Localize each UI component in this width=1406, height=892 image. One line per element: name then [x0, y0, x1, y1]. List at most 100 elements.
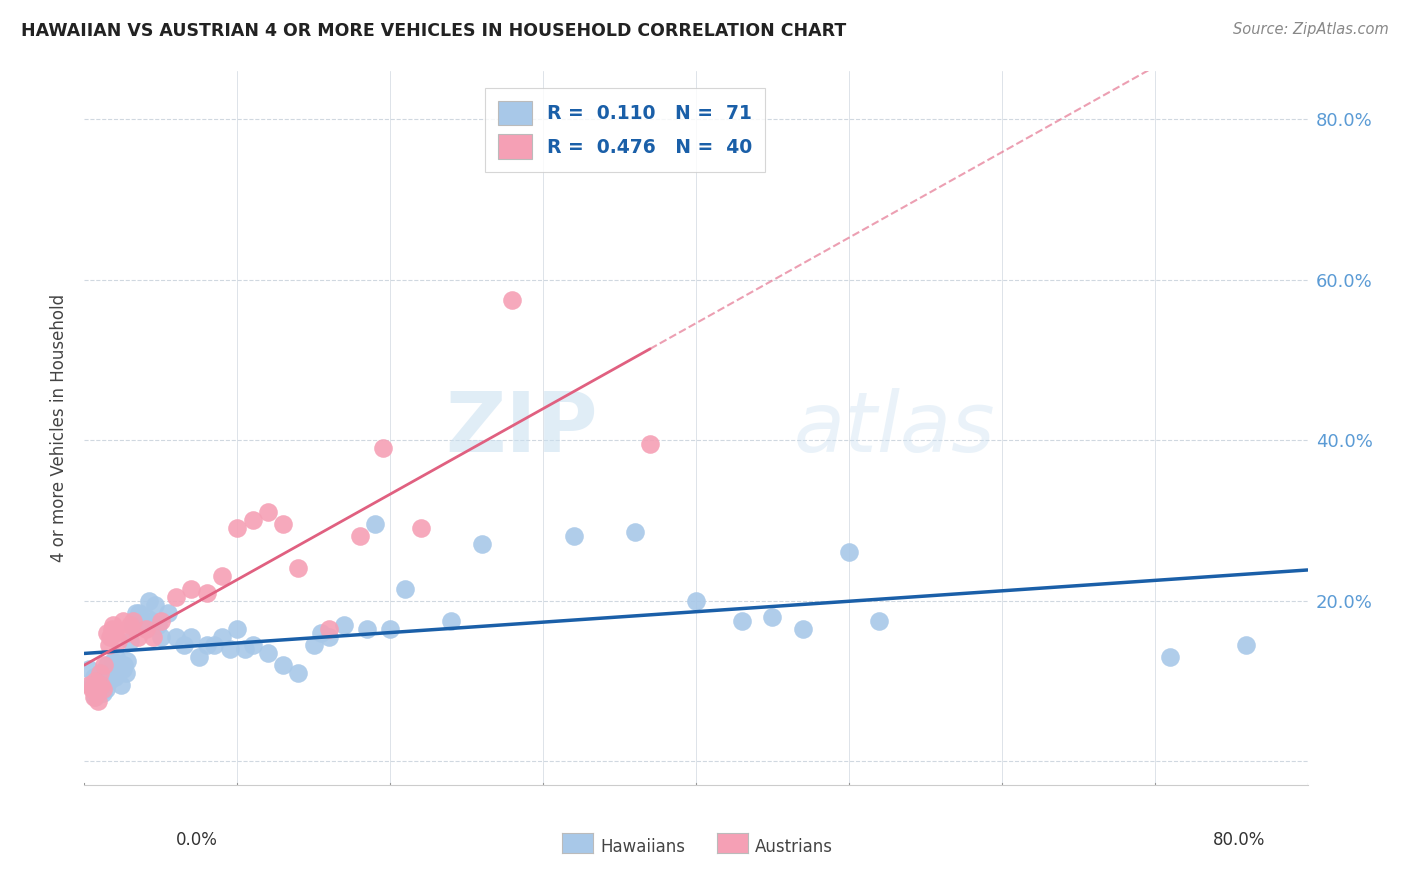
Text: atlas: atlas [794, 388, 995, 468]
Text: 0.0%: 0.0% [176, 831, 218, 849]
Point [114, 665, 136, 680]
Point [364, 517, 387, 532]
Point [271, 657, 294, 672]
Point [86, 678, 108, 692]
Point [731, 614, 754, 628]
Text: 80.0%: 80.0% [1213, 831, 1265, 849]
Point [318, 630, 340, 644]
Point [685, 593, 707, 607]
Point [80, 678, 103, 692]
Point [111, 614, 134, 628]
Point [173, 638, 195, 652]
Point [93, 670, 115, 684]
Point [180, 630, 202, 644]
Point [91, 686, 114, 700]
Point [104, 625, 127, 640]
Point [112, 657, 135, 672]
Point [103, 654, 125, 668]
Point [80, 681, 103, 696]
Point [131, 614, 153, 628]
Point [624, 525, 647, 540]
Point [103, 617, 125, 632]
Point [380, 622, 402, 636]
Point [195, 638, 218, 652]
Point [84, 673, 107, 688]
Point [125, 606, 148, 620]
Point [180, 582, 202, 596]
Point [869, 614, 891, 628]
Point [165, 630, 187, 644]
Point [98, 665, 121, 680]
Point [90, 678, 112, 692]
Point [87, 681, 110, 696]
Point [91, 681, 114, 696]
Point [302, 638, 325, 652]
Point [761, 609, 783, 624]
Point [165, 590, 187, 604]
Point [226, 622, 249, 636]
Point [97, 673, 120, 688]
Point [394, 582, 416, 596]
Point [96, 657, 118, 672]
Point [792, 622, 814, 636]
Point [115, 654, 138, 668]
Point [311, 625, 333, 640]
Point [257, 505, 280, 519]
Text: Austrians: Austrians [755, 838, 832, 856]
Point [120, 617, 142, 632]
Point [242, 638, 264, 652]
Point [157, 606, 180, 620]
Point [83, 670, 105, 684]
Point [211, 569, 233, 583]
Point [108, 657, 131, 672]
Legend: R =  0.110   N =  71, R =  0.476   N =  40: R = 0.110 N = 71, R = 0.476 N = 40 [485, 88, 765, 171]
Point [271, 517, 294, 532]
Point [101, 662, 124, 676]
Point [86, 686, 108, 700]
Point [502, 293, 524, 307]
Point [1236, 638, 1258, 652]
Point [211, 630, 233, 644]
Point [233, 641, 256, 656]
Point [94, 681, 117, 696]
Text: Source: ZipAtlas.com: Source: ZipAtlas.com [1233, 22, 1389, 37]
Point [89, 665, 111, 680]
Point [146, 617, 169, 632]
Point [87, 694, 110, 708]
Point [110, 678, 132, 692]
Point [105, 649, 128, 664]
Point [90, 673, 112, 688]
Text: Hawaiians: Hawaiians [600, 838, 685, 856]
Point [84, 690, 107, 704]
Point [440, 614, 463, 628]
Point [242, 513, 264, 527]
Point [838, 545, 860, 559]
Point [257, 646, 280, 660]
Point [142, 630, 165, 644]
Point [1159, 649, 1181, 664]
Point [115, 625, 138, 640]
Point [149, 614, 172, 628]
Point [141, 614, 163, 628]
Point [287, 561, 309, 575]
Point [135, 609, 157, 624]
Point [138, 593, 160, 607]
Point [226, 521, 249, 535]
Point [143, 598, 166, 612]
Point [77, 678, 100, 692]
Point [104, 670, 127, 684]
Point [371, 441, 394, 455]
Point [318, 622, 340, 636]
Point [195, 585, 218, 599]
Point [202, 638, 225, 652]
Point [77, 662, 100, 676]
Point [349, 529, 371, 543]
Point [356, 622, 378, 636]
Point [93, 657, 115, 672]
Point [107, 633, 129, 648]
Point [188, 649, 211, 664]
Point [409, 521, 432, 535]
Point [333, 617, 356, 632]
Point [96, 625, 118, 640]
Y-axis label: 4 or more Vehicles in Household: 4 or more Vehicles in Household [49, 294, 67, 562]
